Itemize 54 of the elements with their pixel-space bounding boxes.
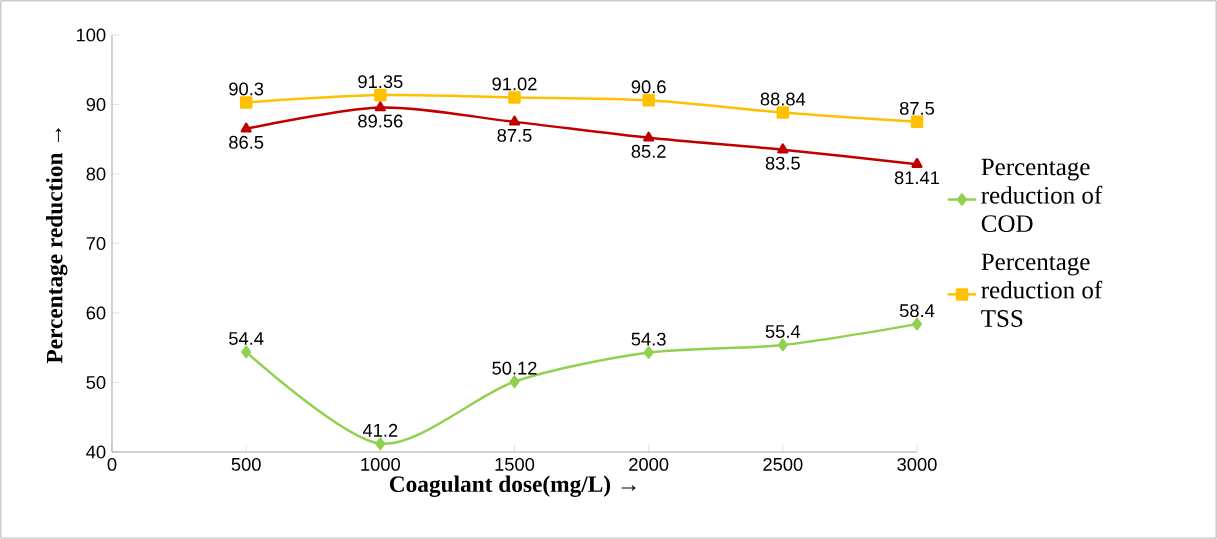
point (643, 131, 655, 142)
y-tick-label: 100 (76, 28, 106, 42)
data-label: 91.35 (358, 75, 403, 89)
point (776, 106, 790, 119)
y-tick-label: 40 (86, 445, 106, 459)
data-label: 86.5 (229, 135, 264, 149)
x-tick-label: 2000 (629, 457, 669, 471)
y-tick-label: 90 (86, 98, 106, 111)
y-tick-label: 60 (86, 306, 106, 320)
data-label: 85.2 (631, 144, 666, 158)
point (777, 338, 788, 352)
data-label: 58.4 (899, 304, 935, 318)
data-label: 41.2 (362, 423, 398, 437)
x-tick-label: 0 (107, 457, 117, 471)
y-tick-label: 70 (86, 237, 106, 250)
data-label: 54.4 (229, 332, 264, 345)
data-label: 91.02 (492, 77, 537, 91)
point (911, 157, 923, 168)
data-label: 83.5 (765, 156, 800, 170)
x-tick-label: 500 (231, 457, 261, 471)
data-label: 90.6 (631, 80, 666, 94)
legend-label: Percentage reduction of TSS (981, 253, 1103, 327)
point (509, 375, 520, 388)
point (910, 115, 924, 129)
point (508, 91, 521, 104)
point (912, 317, 922, 331)
y-tick-label: 50 (86, 376, 106, 389)
point (375, 437, 386, 450)
point (240, 122, 252, 133)
x-tick-label: 2500 (763, 457, 803, 471)
data-label: 90.3 (229, 82, 264, 96)
x-tick-label: 1000 (361, 457, 400, 471)
data-label: 87.5 (899, 101, 935, 115)
point (777, 143, 789, 154)
data-label: 50.12 (492, 361, 537, 375)
y-tick-label: 80 (86, 167, 106, 181)
data-label: 88.84 (760, 92, 806, 106)
point (374, 101, 386, 112)
x-axis-title: Coagulant dose(mg/L) → (389, 475, 636, 497)
legend-label: Percentage reduction of COD (981, 158, 1103, 233)
point (374, 88, 387, 102)
data-label: 87.5 (497, 128, 532, 142)
data-label: 55.4 (765, 325, 801, 338)
y-axis-title: Percentage reduction → (46, 128, 68, 364)
point (241, 345, 252, 359)
data-label: 81.41 (894, 171, 940, 185)
data-label: 54.3 (631, 332, 666, 346)
x-tick-label: 3000 (897, 457, 937, 471)
point (643, 346, 654, 359)
data-label: 89.56 (358, 114, 403, 128)
x-tick-label: 1500 (495, 457, 535, 471)
point (642, 94, 655, 107)
point (508, 115, 521, 126)
point (239, 96, 253, 109)
